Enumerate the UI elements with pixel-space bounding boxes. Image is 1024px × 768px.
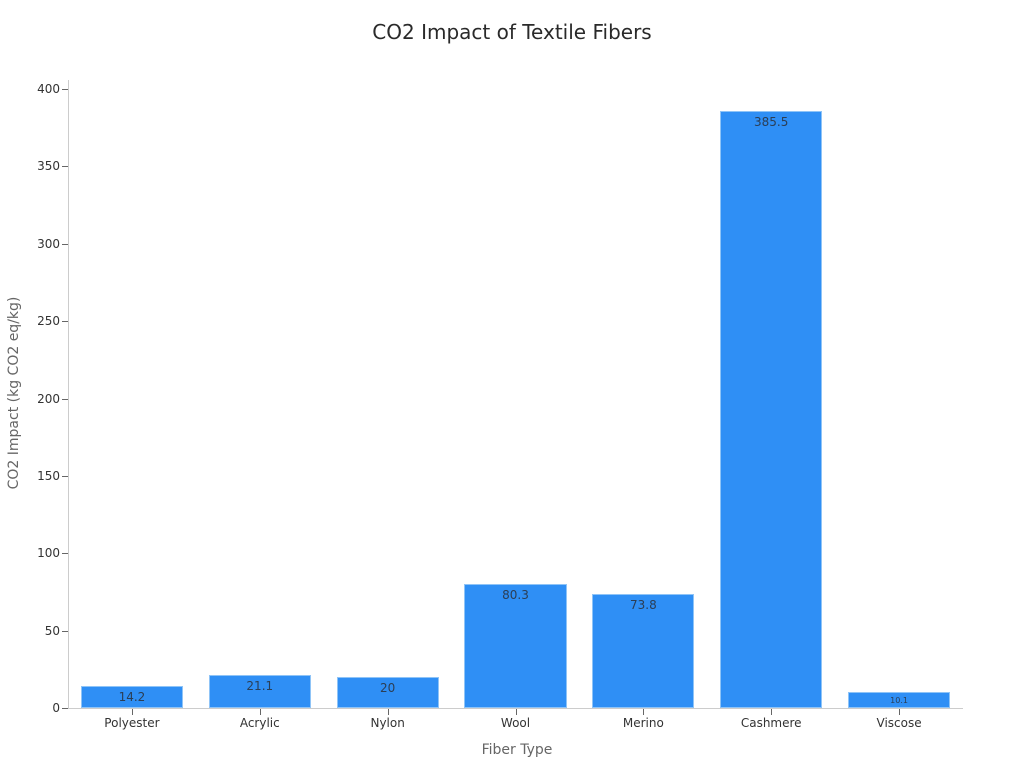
bar-value-label: 14.2 — [118, 690, 146, 705]
x-tick-label: Cashmere — [740, 716, 802, 730]
x-tick — [515, 709, 517, 715]
x-tick-label: Viscose — [876, 716, 922, 730]
x-tick-label: Merino — [622, 716, 664, 730]
bar-value-label: 80.3 — [502, 587, 529, 602]
y-tick — [62, 630, 68, 632]
x-axis-label: Fiber Type — [481, 742, 553, 758]
y-axis-line — [68, 80, 69, 709]
y-tick — [62, 166, 68, 168]
bar-viscose: 10.1 — [847, 692, 951, 708]
x-tick — [387, 709, 389, 715]
bar-polyester: 14.2 — [80, 686, 184, 708]
x-tick-label: Polyester — [104, 716, 160, 730]
y-tick-label: 250 — [37, 314, 60, 329]
y-tick — [62, 475, 68, 477]
y-tick-label: 400 — [37, 82, 60, 96]
chart-title: CO2 Impact of Textile Fibers — [372, 20, 652, 44]
bar-value-label: 20 — [380, 681, 396, 696]
y-tick-label: 200 — [37, 391, 60, 406]
y-tick-label: 150 — [37, 468, 60, 483]
x-tick-label: Wool — [500, 716, 531, 730]
bar-value-label: 73.8 — [629, 597, 657, 612]
y-axis-label: CO2 Impact (kg CO2 eq/kg) — [6, 296, 22, 490]
y-tick — [62, 89, 68, 90]
y-tick — [62, 708, 68, 709]
y-tick — [62, 243, 68, 245]
bar-merino: 73.8 — [592, 593, 695, 708]
y-tick — [62, 553, 68, 555]
y-tick-label: 0 — [52, 701, 60, 715]
x-tick — [259, 709, 261, 715]
bar-nylon: 20 — [336, 677, 439, 708]
y-tick — [62, 321, 68, 323]
x-tick — [131, 709, 133, 715]
bar-cashmere: 385.5 — [720, 111, 823, 708]
bar-value-label: 21.1 — [246, 679, 274, 694]
y-tick-label: 50 — [44, 623, 60, 638]
bar-wool: 80.3 — [464, 583, 567, 708]
x-tick-label: Acrylic — [239, 716, 280, 730]
x-tick — [771, 709, 773, 715]
x-tick — [643, 709, 645, 715]
bar-value-label: 10.1 — [890, 696, 908, 706]
x-tick — [899, 709, 901, 715]
bar-value-label: 385.5 — [754, 115, 789, 130]
x-tick-label: Nylon — [370, 716, 405, 730]
y-tick-label: 100 — [37, 546, 60, 561]
y-tick-label: 350 — [37, 159, 60, 174]
y-tick-label: 300 — [37, 236, 60, 251]
x-axis-line — [68, 708, 963, 709]
y-tick — [62, 398, 68, 400]
bar-acrylic: 21.1 — [208, 675, 311, 708]
